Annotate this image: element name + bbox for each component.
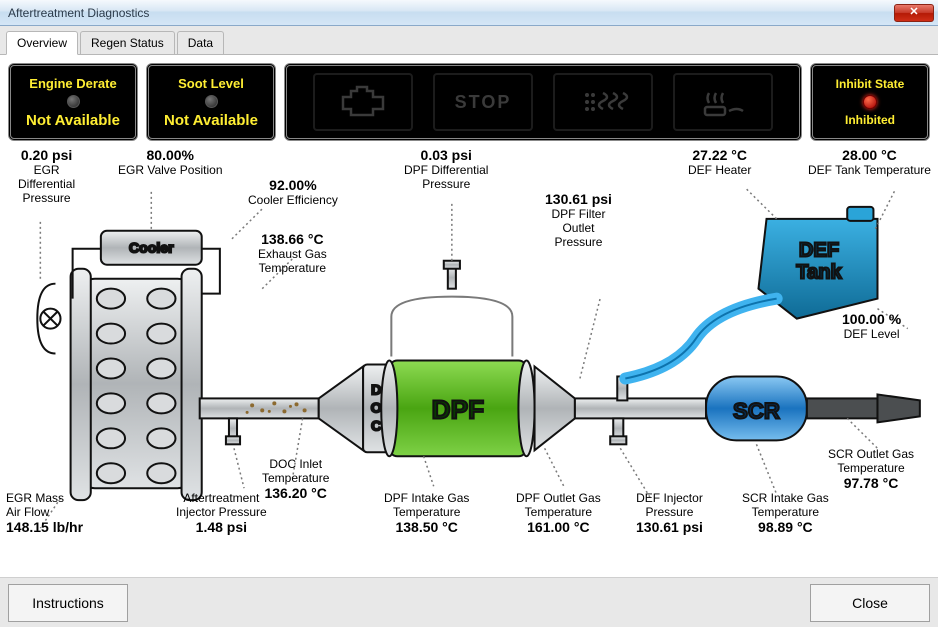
m-egr-diff-press: 0.20 psi EGRDifferentialPressure — [18, 147, 75, 205]
engine-derate-value: Not Available — [26, 112, 120, 129]
close-button[interactable]: Close — [810, 584, 930, 622]
m-def-tank-temp: 28.00 °C DEF Tank Temperature — [808, 147, 931, 177]
m-def-inj-press: DEF InjectorPressure 130.61 psi — [636, 491, 703, 535]
m-dpf-out-press: 130.61 psi DPF FilterOutletPressure — [545, 191, 612, 249]
m-egr-mass-flow: EGR MassAir Flow 148.15 lb/hr — [6, 491, 83, 535]
engine-block — [71, 269, 202, 500]
m-after-inj-press: AftertreatmentInjector Pressure 1.48 psi — [176, 491, 267, 535]
m-doc-inlet-temp: DOC InletTemperature 136.20 °C — [262, 457, 329, 501]
m-def-level: 100.00 % DEF Level — [842, 311, 901, 341]
svg-text:D: D — [371, 381, 381, 397]
tabs: Overview Regen Status Data — [0, 26, 938, 55]
m-dpf-diff-press: 0.03 psi DPF DifferentialPressure — [404, 147, 488, 191]
m-scr-intake-temp: SCR Intake GasTemperature 98.89 °C — [742, 491, 829, 535]
window-title: Aftertreatment Diagnostics — [8, 6, 894, 20]
footer: Instructions Close — [0, 577, 938, 627]
soot-level-box: Soot Level Not Available — [146, 63, 276, 141]
stop-text: STOP — [455, 92, 512, 113]
inhibit-value: Inhibited — [845, 113, 895, 127]
overview-pane: Engine Derate Not Available Soot Level N… — [0, 55, 938, 578]
svg-text:O: O — [371, 399, 382, 415]
engine-derate-led — [67, 95, 80, 108]
tab-overview[interactable]: Overview — [6, 31, 78, 55]
hot-exhaust-icon — [673, 73, 773, 131]
soot-level-led — [205, 95, 218, 108]
regen-icon — [553, 73, 653, 131]
engine-derate-label: Engine Derate — [29, 76, 116, 91]
m-dpf-outlet-temp: DPF Outlet GasTemperature 161.00 °C — [516, 491, 601, 535]
tab-regen-status[interactable]: Regen Status — [80, 31, 175, 54]
warning-icon-panel: STOP — [284, 63, 802, 141]
m-egr-valve-pos: 80.00% EGR Valve Position — [118, 147, 223, 177]
m-cooler-eff: 92.00% Cooler Efficiency — [248, 177, 338, 207]
m-def-heater: 27.22 °C DEF Heater — [688, 147, 751, 177]
svg-text:Tank: Tank — [796, 262, 842, 284]
instructions-button[interactable]: Instructions — [8, 584, 128, 622]
svg-text:C: C — [371, 417, 381, 433]
m-exh-gas-temp: 138.66 °C Exhaust GasTemperature — [258, 231, 327, 275]
soot-level-label: Soot Level — [178, 76, 244, 91]
titlebar: Aftertreatment Diagnostics ✕ — [0, 0, 938, 26]
scr-label: SCR — [733, 398, 780, 423]
m-dpf-intake-temp: DPF Intake GasTemperature 138.50 °C — [384, 491, 469, 535]
check-engine-icon — [313, 73, 413, 131]
dpf-label: DPF — [432, 395, 484, 425]
aftertreatment-diagram: Cooler D — [0, 149, 938, 578]
window-close-button[interactable]: ✕ — [894, 4, 934, 22]
soot-level-value: Not Available — [164, 112, 258, 129]
inhibit-led — [863, 95, 877, 109]
status-bar: Engine Derate Not Available Soot Level N… — [0, 55, 938, 149]
m-scr-outlet-temp: SCR Outlet GasTemperature 97.78 °C — [828, 447, 914, 491]
tab-data[interactable]: Data — [177, 31, 224, 54]
inhibit-state-box: Inhibit State Inhibited — [810, 63, 930, 141]
cooler-label: Cooler — [129, 240, 174, 256]
engine-derate-box: Engine Derate Not Available — [8, 63, 138, 141]
svg-text:DEF: DEF — [799, 240, 839, 262]
inhibit-label: Inhibit State — [836, 77, 905, 91]
stop-icon: STOP — [433, 73, 533, 131]
